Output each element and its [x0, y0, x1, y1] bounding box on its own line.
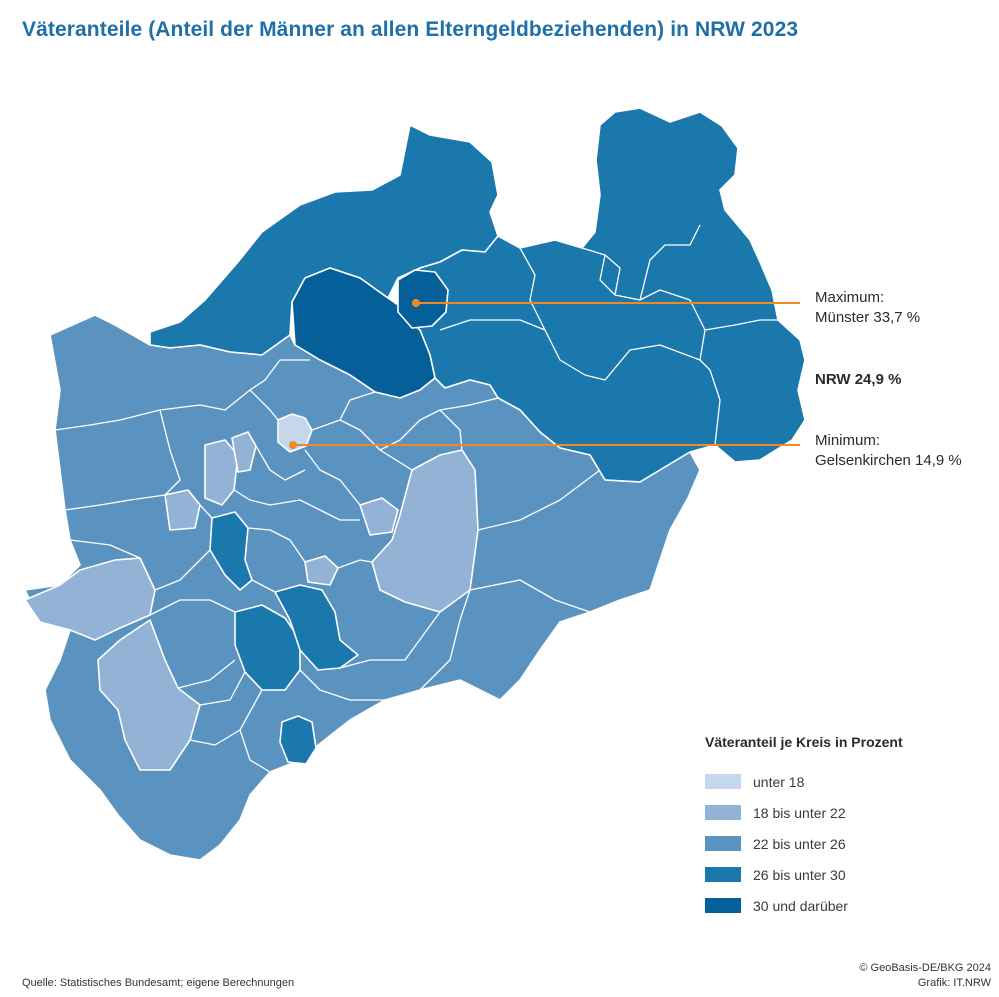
legend-swatch-18-bis-22: [705, 805, 741, 820]
legend-swatch-26-bis-30: [705, 867, 741, 882]
region-heinsberg: [24, 557, 156, 641]
maximum-marker: [412, 299, 420, 307]
legend-swatch-unter-18: [705, 774, 741, 789]
legend-label: 22 bis unter 26: [753, 835, 846, 852]
annotation-lines: [289, 299, 800, 449]
maximum-annotation: Maximum: Münster 33,7 %: [815, 288, 920, 328]
map-title: Väteranteile (Anteil der Männer an allen…: [22, 18, 799, 41]
graphic-credit: Grafik: IT.NRW: [917, 977, 991, 989]
legend-title: Väteranteil je Kreis in Prozent: [705, 734, 903, 750]
region-rheinberg: [274, 584, 359, 671]
region-leverkusen: [234, 604, 301, 691]
legend: Väteranteil je Kreis in Prozent unter 18…: [705, 734, 903, 921]
region-wuppertal: [304, 555, 339, 586]
source-note: Quelle: Statistisches Bundesamt; eigene …: [22, 977, 295, 989]
district-borders: [54, 224, 778, 773]
maximum-label: Maximum:: [815, 289, 885, 306]
legend-item: 26 bis unter 30: [705, 859, 903, 890]
legend-label: 26 bis unter 30: [753, 866, 846, 883]
region-hagen: [359, 497, 399, 536]
legend-label: 30 und darüber: [753, 897, 848, 914]
legend-label: unter 18: [753, 773, 805, 790]
region-muenster: [397, 269, 449, 329]
minimum-annotation: Minimum: Gelsenkirchen 14,9 %: [815, 431, 962, 471]
copyright-note: © GeoBasis-DE/BKG 2024: [859, 962, 991, 974]
legend-item: unter 18: [705, 766, 903, 797]
region-duisburg: [164, 489, 201, 531]
nrw-average: NRW 24,9 %: [815, 371, 902, 388]
legend-label: 18 bis unter 22: [753, 804, 846, 821]
region-gelsenkirchen: [277, 413, 313, 453]
legend-item: 18 bis unter 22: [705, 797, 903, 828]
minimum-label: Minimum:: [815, 432, 881, 449]
maximum-value: Münster 33,7 %: [815, 309, 921, 326]
legend-swatch-30-und-darueber: [705, 898, 741, 913]
region-bonn: [279, 715, 317, 765]
minimum-marker: [289, 441, 297, 449]
legend-swatch-22-bis-26: [705, 836, 741, 851]
region-bottrop: [231, 431, 257, 473]
legend-item: 22 bis unter 26: [705, 828, 903, 859]
legend-item: 30 und darüber: [705, 890, 903, 921]
minimum-value: Gelsenkirchen 14,9 %: [815, 452, 962, 469]
